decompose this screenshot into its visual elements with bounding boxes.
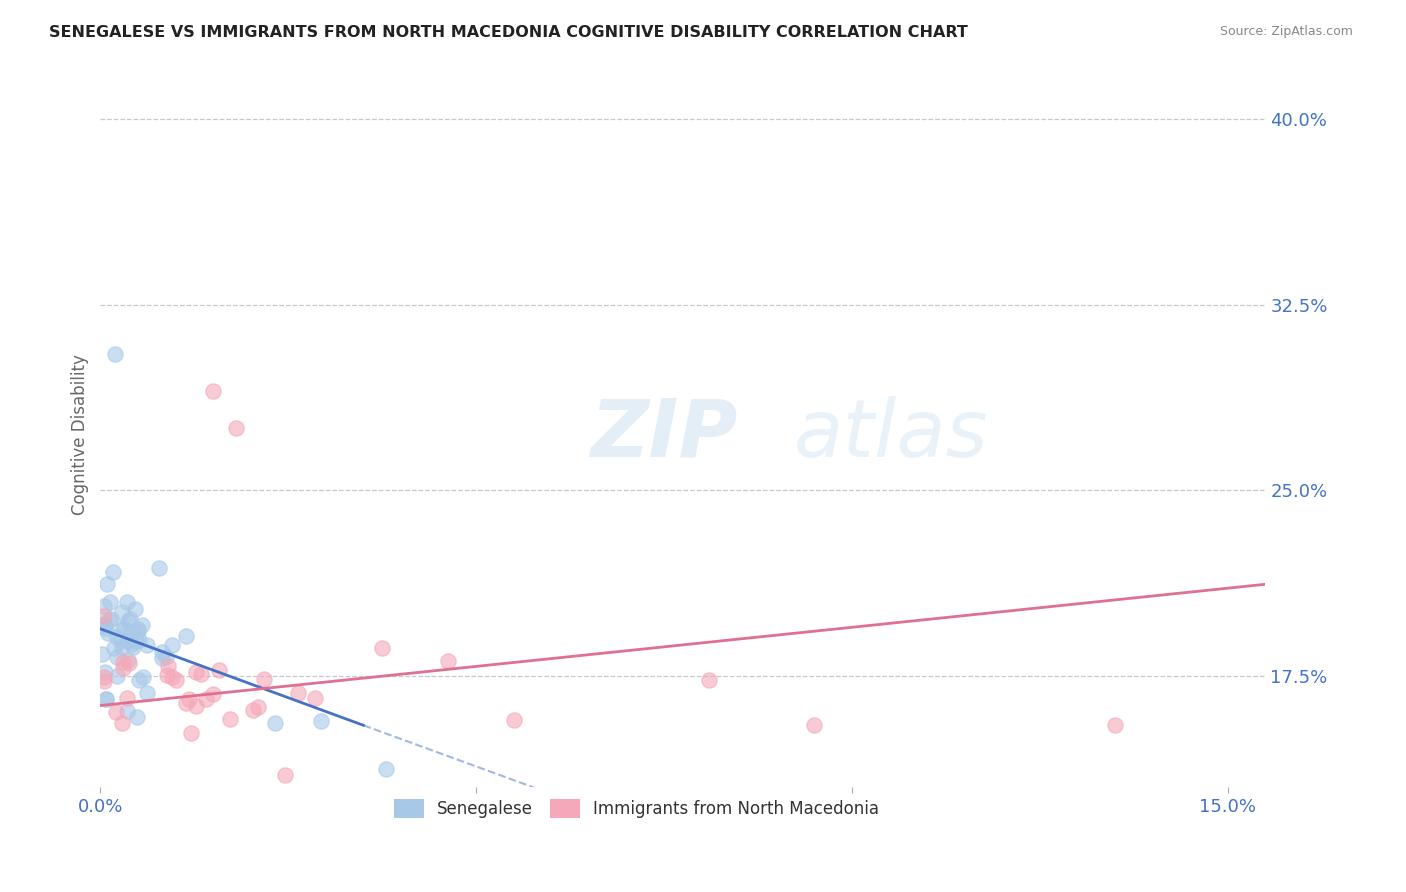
Point <box>117 633 139 648</box>
Point <box>148 561 170 575</box>
Point <box>135 686 157 700</box>
Point <box>93 599 115 613</box>
Point <box>100 612 122 626</box>
Point <box>91 618 114 632</box>
Point <box>96 626 118 640</box>
Point <box>202 687 225 701</box>
Point <box>124 602 146 616</box>
Text: atlas: atlas <box>793 395 988 474</box>
Point <box>127 624 149 639</box>
Point <box>125 634 148 648</box>
Point <box>502 714 524 728</box>
Point <box>120 611 142 625</box>
Legend: Senegalese, Immigrants from North Macedonia: Senegalese, Immigrants from North Macedo… <box>387 792 886 825</box>
Point <box>111 640 134 655</box>
Point <box>697 673 720 687</box>
Point <box>105 630 128 644</box>
Point <box>117 653 139 667</box>
Point <box>93 673 115 688</box>
Point <box>111 661 134 675</box>
Point <box>112 622 135 636</box>
Point <box>115 691 138 706</box>
Point <box>165 673 187 688</box>
Point <box>274 768 297 782</box>
Point <box>93 608 115 623</box>
Point <box>225 421 247 435</box>
Point <box>122 640 145 655</box>
Point <box>94 616 117 631</box>
Point <box>135 638 157 652</box>
Point <box>131 617 153 632</box>
Point <box>115 595 138 609</box>
Point <box>111 716 134 731</box>
Text: SENEGALESE VS IMMIGRANTS FROM NORTH MACEDONIA COGNITIVE DISABILITY CORRELATION C: SENEGALESE VS IMMIGRANTS FROM NORTH MACE… <box>49 25 969 40</box>
Point <box>155 668 177 682</box>
Point <box>120 624 142 639</box>
Point <box>93 665 115 679</box>
Point <box>94 621 117 635</box>
Point <box>98 595 121 609</box>
Point <box>105 705 128 719</box>
Point <box>194 692 217 706</box>
Point <box>263 715 285 730</box>
Point <box>103 641 125 656</box>
Point <box>218 712 240 726</box>
Point <box>150 645 173 659</box>
Point <box>115 704 138 718</box>
Point <box>157 658 180 673</box>
Point <box>118 656 141 670</box>
Point <box>105 650 128 665</box>
Point <box>105 668 128 682</box>
Point <box>121 637 143 651</box>
Point <box>97 613 120 627</box>
Point <box>117 614 139 628</box>
Text: ZIP: ZIP <box>589 395 737 474</box>
Point <box>160 670 183 684</box>
Point <box>132 670 155 684</box>
Point <box>104 347 127 361</box>
Point <box>96 691 118 706</box>
Point <box>309 714 332 729</box>
Point <box>247 700 270 714</box>
Point <box>160 638 183 652</box>
Point <box>93 670 115 684</box>
Point <box>1104 718 1126 732</box>
Point <box>111 605 134 619</box>
Point <box>304 691 326 706</box>
Point <box>186 699 208 714</box>
Point <box>375 762 398 776</box>
Point <box>127 622 149 636</box>
Point <box>287 686 309 700</box>
Point <box>96 577 118 591</box>
Point <box>128 673 150 687</box>
Point <box>176 629 198 643</box>
Point <box>208 663 231 677</box>
Point <box>176 697 198 711</box>
Point <box>202 384 225 399</box>
Point <box>110 634 132 648</box>
Point <box>155 649 177 664</box>
Point <box>180 725 202 739</box>
Point <box>91 647 114 661</box>
Point <box>128 633 150 648</box>
Point <box>150 651 173 665</box>
Point <box>112 655 135 669</box>
Point <box>179 691 201 706</box>
Point <box>190 667 212 681</box>
Point <box>803 718 825 732</box>
Point <box>125 710 148 724</box>
Point <box>242 702 264 716</box>
Point <box>186 665 208 679</box>
Point <box>436 654 458 668</box>
Y-axis label: Cognitive Disability: Cognitive Disability <box>72 354 89 515</box>
Text: Source: ZipAtlas.com: Source: ZipAtlas.com <box>1219 25 1353 38</box>
Point <box>370 640 392 655</box>
Point <box>253 672 276 686</box>
Point <box>94 692 117 706</box>
Point <box>111 621 134 635</box>
Point <box>103 565 125 579</box>
